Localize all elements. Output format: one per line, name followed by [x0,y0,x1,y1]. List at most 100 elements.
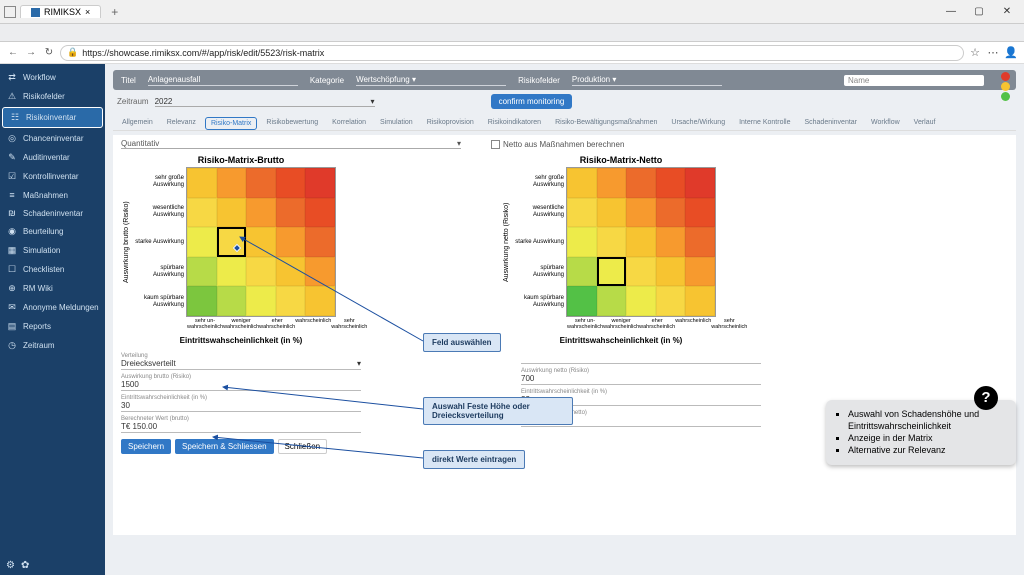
settings-icon[interactable]: ⚙ [6,560,15,571]
matrix-cell[interactable] [597,168,627,198]
close-button[interactable]: ✕ [994,2,1020,22]
matrix-cell[interactable] [187,198,217,228]
form-field[interactable]: Auswirkung netto (Risiko)700 [521,368,761,385]
matrix-cell[interactable] [626,198,656,228]
help-icon[interactable]: ? [974,386,998,410]
form-field[interactable]: Berechneter Wert (brutto)T€ 150.00 [121,416,361,433]
title-value[interactable]: Anlagenausfall [148,74,298,86]
tab-4[interactable]: Korrelation [327,117,371,130]
matrix-cell[interactable] [187,257,217,287]
matrix-cell[interactable] [305,168,335,198]
tab-13[interactable]: Verlauf [909,117,941,130]
matrix-cell[interactable] [685,168,715,198]
quant-select[interactable]: Quantitativ▾ [121,139,461,149]
category-select[interactable]: Wertschöpfung ▾ [356,74,506,86]
matrix-cell[interactable] [626,227,656,257]
tab-10[interactable]: Interne Kontrolle [734,117,795,130]
browser-tab[interactable]: RIMIKSX × [20,5,101,18]
matrix-cell[interactable] [567,168,597,198]
form-field[interactable] [521,353,761,364]
sidebar-item-maßnahmen[interactable]: ≡Maßnahmen [0,186,105,204]
matrix-cell[interactable] [685,227,715,257]
forward-icon[interactable]: → [24,47,38,58]
tab-1[interactable]: Relevanz [162,117,201,130]
matrix-cell[interactable] [567,198,597,228]
close-form-button[interactable]: Schließen [278,439,328,454]
matrix-cell[interactable] [187,168,217,198]
sidebar-item-checklisten[interactable]: ☐Checklisten [0,260,105,279]
sidebar-item-chanceninventar[interactable]: ◎Chanceninventar [0,129,105,148]
zeitraum-select[interactable]: 2022▾ [155,97,375,107]
matrix-cell[interactable] [276,257,306,287]
matrix-cell[interactable] [246,227,276,257]
save-close-button[interactable]: Speichern & Schliessen [175,439,274,454]
form-field[interactable]: Auswirkung brutto (Risiko)1500 [121,374,361,391]
matrix-cell[interactable] [597,227,627,257]
matrix-cell[interactable] [685,257,715,287]
save-button[interactable]: Speichern [121,439,171,454]
matrix-cell[interactable] [597,198,627,228]
tab-6[interactable]: Risikoprovision [422,117,479,130]
tab-12[interactable]: Workflow [866,117,905,130]
maximize-button[interactable]: ▢ [966,2,992,22]
matrix-cell[interactable] [305,257,335,287]
sidebar-item-risikoinventar[interactable]: ☷Risikoinventar [2,107,103,128]
brutto-matrix[interactable] [186,167,336,317]
matrix-cell[interactable] [567,257,597,287]
matrix-cell[interactable] [656,168,686,198]
tab-11[interactable]: Schadeninventar [799,117,862,130]
matrix-cell[interactable] [217,168,247,198]
star-icon[interactable]: ☆ [968,46,982,59]
tab-close-icon[interactable]: × [85,7,90,17]
sidebar-item-rm wiki[interactable]: ⊕RM Wiki [0,279,105,298]
matrix-cell[interactable] [685,286,715,316]
url-input[interactable]: 🔒 https://showcase.rimiksx.com/#/app/ris… [60,45,964,61]
confirm-monitoring-button[interactable]: confirm monitoring [491,94,573,109]
sidebar-item-simulation[interactable]: ▦Simulation [0,241,105,260]
menu-icon[interactable]: ⋯ [986,46,1000,59]
matrix-cell[interactable] [567,227,597,257]
matrix-cell[interactable] [187,286,217,316]
sidebar-item-kontrollinventar[interactable]: ☑Kontrollinventar [0,167,105,186]
tab-7[interactable]: Risikoindikatoren [483,117,546,130]
tab-9[interactable]: Ursache/Wirkung [666,117,730,130]
matrix-cell[interactable] [276,168,306,198]
matrix-cell[interactable] [685,198,715,228]
matrix-cell[interactable] [246,257,276,287]
netto-checkbox[interactable]: Netto aus Maßnahmen berechnen [491,140,624,149]
matrix-cell[interactable] [246,198,276,228]
tab-2[interactable]: Risiko-Matrix [205,117,257,130]
sidebar-item-workflow[interactable]: ⇄Workflow [0,68,105,87]
matrix-cell[interactable] [305,198,335,228]
netto-matrix[interactable] [566,167,716,317]
tab-3[interactable]: Risikobewertung [261,117,323,130]
minimize-button[interactable]: — [938,2,964,22]
sidebar-item-risikofelder[interactable]: ⚠Risikofelder [0,87,105,106]
riskfield-select[interactable]: Produktion ▾ [572,74,722,86]
tools-icon[interactable]: ✿ [21,560,29,571]
form-field[interactable]: VerteilungDreiecksverteilt ▾ [121,353,361,370]
matrix-cell[interactable] [276,286,306,316]
sidebar-item-reports[interactable]: ▤Reports [0,317,105,336]
back-icon[interactable]: ← [6,47,20,58]
matrix-cell[interactable] [217,227,247,257]
matrix-cell[interactable] [246,168,276,198]
form-field[interactable]: Eintrittswahrscheinlichkeit (in %)30 [121,395,361,412]
new-tab-button[interactable]: + [105,5,124,19]
sidebar-item-auditinventar[interactable]: ✎Auditinventar [0,148,105,167]
sidebar-item-schadeninventar[interactable]: ₪Schadeninventar [0,204,105,222]
matrix-cell[interactable] [656,198,686,228]
matrix-cell[interactable] [626,257,656,287]
tab-0[interactable]: Allgemein [117,117,158,130]
matrix-cell[interactable] [246,286,276,316]
matrix-cell[interactable] [626,286,656,316]
matrix-cell[interactable] [567,286,597,316]
matrix-cell[interactable] [305,227,335,257]
search-input[interactable]: Name [844,75,984,86]
matrix-cell[interactable] [656,227,686,257]
matrix-cell[interactable] [597,257,627,287]
sidebar-item-zeitraum[interactable]: ◷Zeitraum [0,336,105,355]
sidebar-item-anonyme meldungen[interactable]: ✉Anonyme Meldungen [0,298,105,317]
matrix-cell[interactable] [656,286,686,316]
profile-icon[interactable]: 👤 [1004,46,1018,59]
